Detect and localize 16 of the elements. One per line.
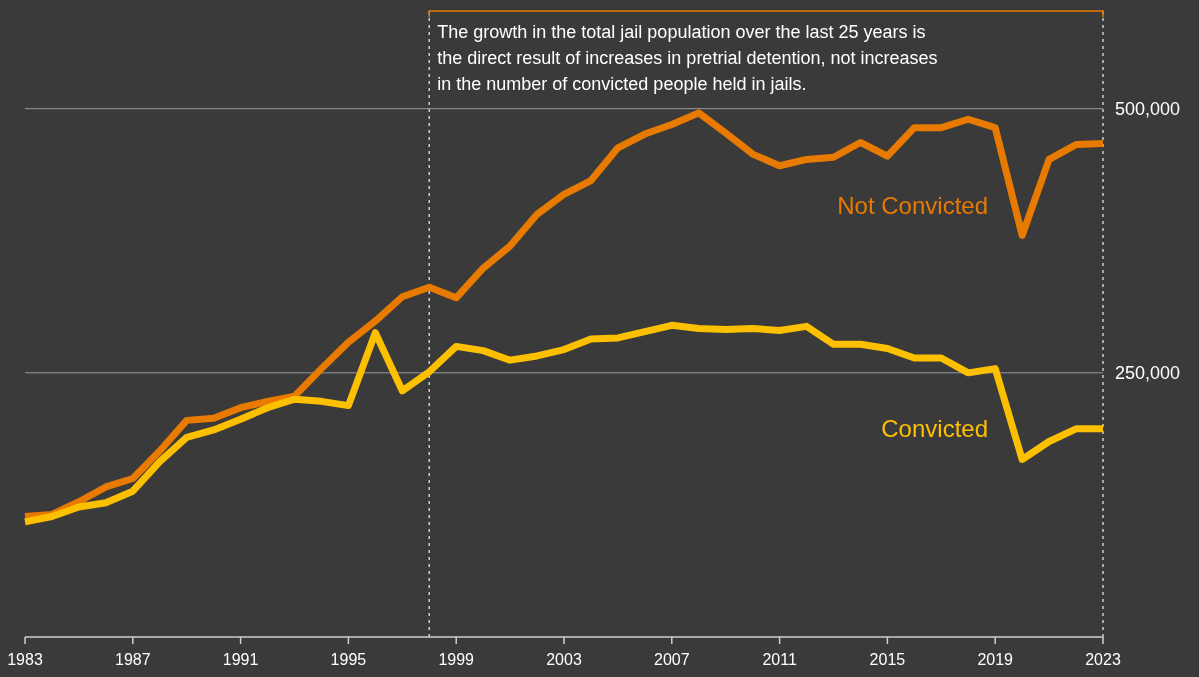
- x-tick-label: 1991: [222, 651, 259, 668]
- x-tick-label: 1987: [115, 651, 151, 668]
- series-label: Convicted: [881, 415, 988, 443]
- x-tick-label: 2023: [1085, 651, 1121, 668]
- x-tick-label: 1983: [7, 651, 43, 668]
- x-tick-label: 2015: [869, 651, 906, 668]
- annotation: The growth in the total jail population over the last 25 years is the direct result of increases in pretrial detention, not increases in the number of convicted people held in jails.: [437, 22, 938, 94]
- y-tick-label: 500,000: [1115, 98, 1181, 119]
- x-tick-label: 2007: [654, 651, 690, 668]
- x-tick-label: 2011: [762, 651, 797, 668]
- x-tick-label: 2019: [977, 651, 1014, 668]
- x-tick-label: 1995: [330, 651, 367, 668]
- y-tick-label: 250,000: [1115, 363, 1181, 384]
- x-tick-label: 2003: [546, 651, 582, 668]
- x-tick-label: 1999: [438, 651, 475, 668]
- series-label: Not Convicted: [837, 191, 988, 219]
